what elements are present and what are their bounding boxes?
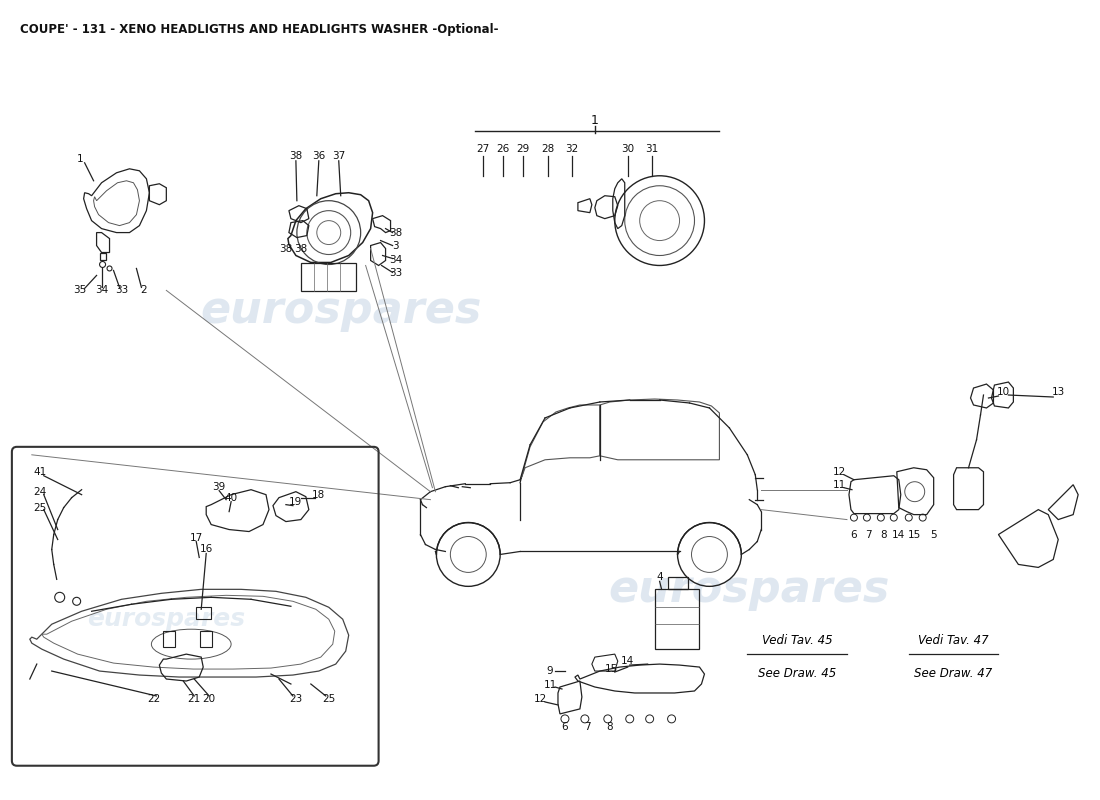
Text: 33: 33 xyxy=(389,269,403,278)
Text: 19: 19 xyxy=(289,497,302,506)
Bar xyxy=(196,607,211,619)
Text: 41: 41 xyxy=(33,466,46,477)
Text: 25: 25 xyxy=(33,502,46,513)
Text: See Draw. 47: See Draw. 47 xyxy=(914,667,992,680)
Text: 15: 15 xyxy=(605,664,618,674)
Text: 24: 24 xyxy=(33,486,46,497)
Text: 37: 37 xyxy=(332,151,345,161)
Text: 4: 4 xyxy=(657,572,663,582)
Text: 38: 38 xyxy=(279,243,293,254)
Text: COUPE' - 131 - XENO HEADLIGTHS AND HEADLIGHTS WASHER -Optional-: COUPE' - 131 - XENO HEADLIGTHS AND HEADL… xyxy=(20,23,498,36)
Text: 38: 38 xyxy=(289,151,302,161)
Text: 7: 7 xyxy=(866,530,872,539)
Text: 3: 3 xyxy=(393,241,399,250)
Text: 14: 14 xyxy=(621,656,635,666)
Text: 28: 28 xyxy=(541,144,554,154)
Text: 12: 12 xyxy=(833,466,846,477)
Text: 22: 22 xyxy=(146,694,160,704)
Text: 30: 30 xyxy=(621,144,635,154)
Text: 32: 32 xyxy=(565,144,579,154)
Text: eurospares: eurospares xyxy=(87,607,245,631)
Text: 12: 12 xyxy=(534,694,547,704)
Bar xyxy=(668,578,688,590)
Text: 34: 34 xyxy=(95,286,108,295)
Text: 36: 36 xyxy=(312,151,326,161)
Text: 1: 1 xyxy=(591,114,598,127)
Text: 21: 21 xyxy=(188,694,201,704)
Text: 10: 10 xyxy=(997,387,1010,397)
Text: 16: 16 xyxy=(199,545,212,554)
Text: 39: 39 xyxy=(212,482,226,492)
Text: 1: 1 xyxy=(76,154,82,164)
Text: 34: 34 xyxy=(389,255,403,266)
Text: 40: 40 xyxy=(224,493,238,502)
Text: 20: 20 xyxy=(202,694,216,704)
Text: 13: 13 xyxy=(1052,387,1065,397)
Text: 25: 25 xyxy=(322,694,335,704)
Text: 17: 17 xyxy=(189,533,202,542)
Text: 7: 7 xyxy=(584,722,591,732)
Text: 9: 9 xyxy=(547,666,553,676)
Text: Vedi Tav. 45: Vedi Tav. 45 xyxy=(762,634,833,647)
Text: 8: 8 xyxy=(606,722,613,732)
Text: eurospares: eurospares xyxy=(200,289,482,332)
Text: 18: 18 xyxy=(312,490,326,500)
Text: 31: 31 xyxy=(645,144,658,154)
Text: eurospares: eurospares xyxy=(608,568,890,611)
Text: 23: 23 xyxy=(289,694,302,704)
Text: 2: 2 xyxy=(140,286,146,295)
Text: 11: 11 xyxy=(833,480,846,490)
Bar xyxy=(654,590,700,649)
Bar xyxy=(301,263,355,291)
Text: 6: 6 xyxy=(562,722,569,732)
Text: 8: 8 xyxy=(880,530,887,539)
Text: 33: 33 xyxy=(114,286,128,295)
Text: See Draw. 45: See Draw. 45 xyxy=(758,667,836,680)
Text: 15: 15 xyxy=(909,530,922,539)
Text: 29: 29 xyxy=(517,144,530,154)
Text: 27: 27 xyxy=(476,144,490,154)
Text: 14: 14 xyxy=(892,530,905,539)
Text: 11: 11 xyxy=(543,680,557,690)
Text: 26: 26 xyxy=(496,144,509,154)
Text: 5: 5 xyxy=(931,530,937,539)
Text: 38: 38 xyxy=(389,227,403,238)
Text: Vedi Tav. 47: Vedi Tav. 47 xyxy=(918,634,989,647)
Text: 35: 35 xyxy=(73,286,86,295)
Text: 6: 6 xyxy=(850,530,857,539)
Text: 38: 38 xyxy=(294,243,308,254)
